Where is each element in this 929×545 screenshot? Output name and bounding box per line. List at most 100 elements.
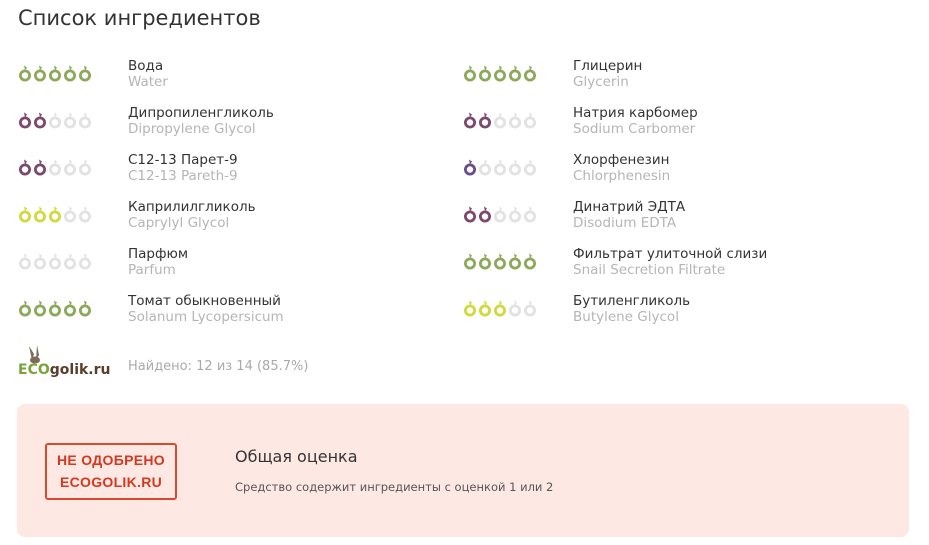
drop-rating-icon <box>524 65 536 82</box>
ingredient-name-en: Chlorphenesin <box>573 168 671 184</box>
drop-rating-icon <box>34 253 46 270</box>
ingredient-names: Динатрий ЭДТА Disodium EDTA <box>573 199 893 231</box>
drop-rating-icon <box>34 206 46 223</box>
ingredient-row[interactable]: Фильтрат улиточной слизи Snail Secretion … <box>463 246 893 293</box>
drop-rating-icon <box>34 159 46 176</box>
ecogolik-logo[interactable]: ECOgolik.ru <box>18 344 113 378</box>
badge-line2: ECOGOLIK.RU <box>59 474 163 490</box>
drop-rating-icon <box>509 112 521 129</box>
ingredient-rating <box>18 111 92 129</box>
ingredient-names: Парфюм Parfum <box>128 246 448 278</box>
drop-rating-icon <box>64 300 76 317</box>
ingredient-name-en: Solanum Lycopersicum <box>128 309 284 325</box>
drop-rating-icon <box>464 300 476 317</box>
rabbit-icon <box>29 345 40 364</box>
drop-rating-icon <box>19 300 31 317</box>
ingredient-rating <box>463 252 537 270</box>
drop-rating-icon <box>494 112 506 129</box>
ingredient-name-ru[interactable]: Дипропиленгликоль <box>128 105 274 121</box>
drop-rating-icon <box>479 300 491 317</box>
drop-rating-icon <box>524 159 536 176</box>
drop-rating-icon <box>34 300 46 317</box>
drop-rating-icon <box>479 159 491 176</box>
ingredient-name-en: Dipropylene Glycol <box>128 121 256 137</box>
ingredient-name-ru[interactable]: Вода <box>128 58 164 74</box>
ingredient-row[interactable]: C12-13 Парет-9 C12-13 Pareth-9 <box>18 152 448 199</box>
ingredient-name-en: Water <box>128 74 168 90</box>
badge-line1: НЕ ОДОБРЕНО <box>57 452 165 468</box>
drop-rating-icon <box>34 65 46 82</box>
ingredient-name-en: Disodium EDTA <box>573 215 677 231</box>
drop-rating-icon <box>524 206 536 223</box>
drop-rating-icon <box>479 112 491 129</box>
ingredient-row[interactable]: Дипропиленгликоль Dipropylene Glycol <box>18 105 448 152</box>
ingredient-rating <box>463 299 537 317</box>
ingredient-rating <box>18 64 92 82</box>
drop-rating-icon <box>64 206 76 223</box>
not-approved-badge: НЕ ОДОБРЕНО ECOGOLIK.RU <box>45 443 177 500</box>
ingredient-names: Хлорфенезин Chlorphenesin <box>573 152 893 184</box>
drop-rating-icon <box>494 65 506 82</box>
drop-rating-icon <box>464 253 476 270</box>
drop-rating-icon <box>79 253 91 270</box>
drop-rating-icon <box>19 159 31 176</box>
ingredient-names: C12-13 Парет-9 C12-13 Pareth-9 <box>128 152 448 184</box>
ingredient-name-ru[interactable]: Каприлилгликоль <box>128 199 256 215</box>
ingredient-row[interactable]: Натрия карбомер Sodium Carbomer <box>463 105 893 152</box>
ingredient-name-en: Glycerin <box>573 74 629 90</box>
drop-rating-icon <box>479 253 491 270</box>
drop-rating-icon <box>494 206 506 223</box>
drop-rating-icon <box>79 65 91 82</box>
drop-rating-icon <box>79 206 91 223</box>
summary-title: Общая оценка <box>235 447 358 466</box>
drop-rating-icon <box>509 65 521 82</box>
summary-box: НЕ ОДОБРЕНО ECOGOLIK.RU Общая оценка Сре… <box>17 404 909 537</box>
drop-rating-icon <box>49 65 61 82</box>
found-count: Найдено: 12 из 14 (85.7%) <box>128 359 309 374</box>
ingredient-names: Натрия карбомер Sodium Carbomer <box>573 105 893 137</box>
drop-rating-icon <box>524 253 536 270</box>
drop-rating-icon <box>79 300 91 317</box>
ingredient-row[interactable]: Глицерин Glycerin <box>463 58 893 105</box>
ingredient-rating <box>18 158 92 176</box>
ingredient-row[interactable]: Томат обыкновенный Solanum Lycopersicum <box>18 293 448 340</box>
ingredient-names: Томат обыкновенный Solanum Lycopersicum <box>128 293 448 325</box>
drop-rating-icon <box>79 159 91 176</box>
drop-rating-icon <box>19 65 31 82</box>
drop-rating-icon <box>49 206 61 223</box>
ingredient-name-en: Snail Secretion Filtrate <box>573 262 726 278</box>
ingredient-name-ru[interactable]: Бутиленгликоль <box>573 293 691 309</box>
ingredient-name-ru[interactable]: Хлорфенезин <box>573 152 670 168</box>
ingredient-name-ru[interactable]: Фильтрат улиточной слизи <box>573 246 768 262</box>
drop-rating-icon <box>494 300 506 317</box>
ingredient-rating <box>463 111 537 129</box>
ingredient-name-ru[interactable]: Динатрий ЭДТА <box>573 199 686 215</box>
ingredient-name-ru[interactable]: Глицерин <box>573 58 643 74</box>
ingredient-name-ru[interactable]: C12-13 Парет-9 <box>128 152 238 168</box>
drop-rating-icon <box>464 112 476 129</box>
drop-rating-icon <box>464 159 476 176</box>
page-title: Список ингредиентов <box>18 6 261 30</box>
drop-rating-icon <box>34 112 46 129</box>
drop-rating-icon <box>64 159 76 176</box>
summary-text: Средство содержит ингредиенты с оценкой … <box>235 480 554 494</box>
ingredient-row[interactable]: Каприлилгликоль Caprylyl Glycol <box>18 199 448 246</box>
ingredient-name-ru[interactable]: Натрия карбомер <box>573 105 698 121</box>
drop-rating-icon <box>49 300 61 317</box>
ingredient-row[interactable]: Вода Water <box>18 58 448 105</box>
ingredients-right-column: Глицерин Glycerin Натрия карбомер Sodium Ca… <box>463 58 893 340</box>
drop-rating-icon <box>479 206 491 223</box>
ingredient-name-en: C12-13 Pareth-9 <box>128 168 238 184</box>
drop-rating-icon <box>79 112 91 129</box>
drop-rating-icon <box>479 65 491 82</box>
ingredient-row[interactable]: Динатрий ЭДТА Disodium EDTA <box>463 199 893 246</box>
ingredient-name-ru[interactable]: Парфюм <box>128 246 189 262</box>
ingredient-name-en: Parfum <box>128 262 176 278</box>
ingredient-rating <box>463 158 537 176</box>
ingredient-rating <box>463 64 537 82</box>
ingredient-name-ru[interactable]: Томат обыкновенный <box>128 293 281 309</box>
drop-rating-icon <box>509 300 521 317</box>
ingredient-row[interactable]: Хлорфенезин Chlorphenesin <box>463 152 893 199</box>
ingredient-row[interactable]: Бутиленгликоль Butylene Glycol <box>463 293 893 340</box>
ingredient-row[interactable]: Парфюм Parfum <box>18 246 448 293</box>
